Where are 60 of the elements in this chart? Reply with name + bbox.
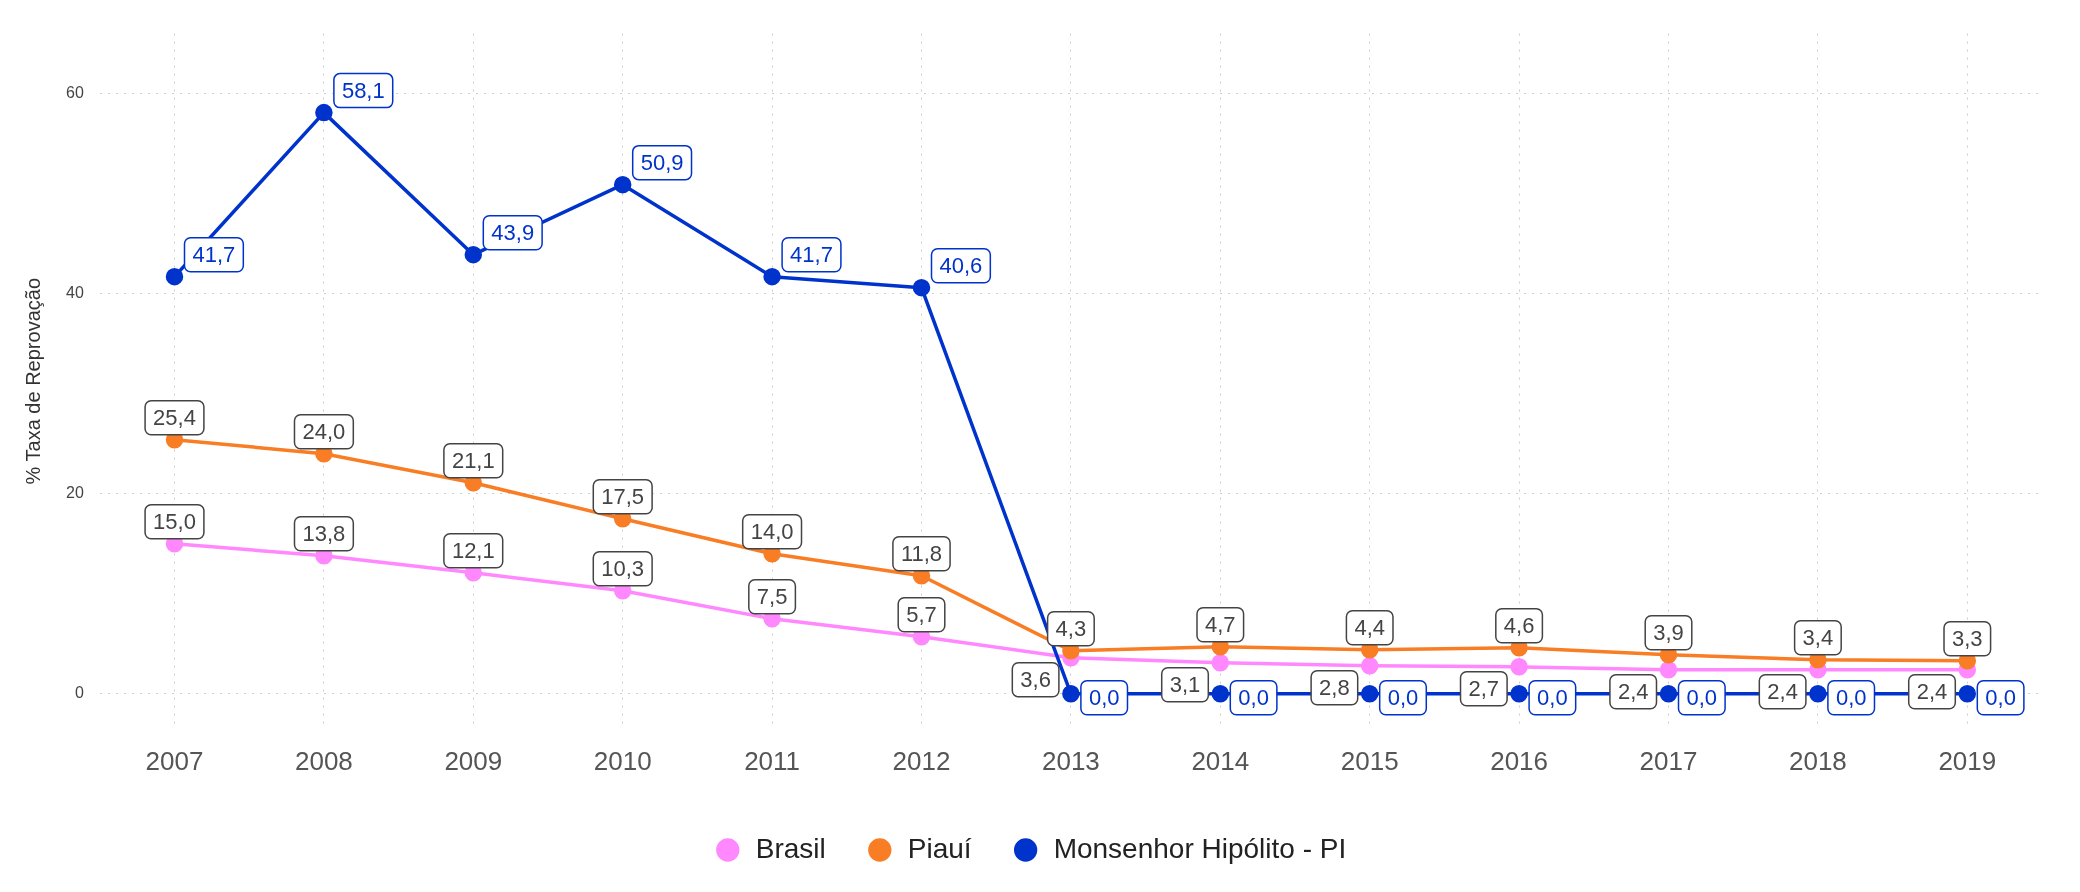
x-tick-label: 2010 <box>593 745 652 776</box>
data-label: 58,1 <box>341 77 385 103</box>
data-label: 17,5 <box>601 483 645 509</box>
x-tick-label: 2014 <box>1191 745 1250 776</box>
data-label: 2,4 <box>1916 678 1948 704</box>
data-label: 15,0 <box>153 508 196 534</box>
data-label: 0,0 <box>1985 684 2016 710</box>
y-tick-label: 20 <box>66 484 84 502</box>
data-label: 0,0 <box>1537 684 1568 710</box>
data-label: 0,0 <box>1387 684 1419 710</box>
legend-label: Brasil <box>755 832 826 864</box>
y-tick-label: 60 <box>66 84 84 102</box>
x-tick-label: 2013 <box>1041 745 1100 776</box>
data-label: 7,5 <box>756 583 788 609</box>
x-tick-label: 2015 <box>1340 745 1399 776</box>
data-label: 4,4 <box>1354 614 1385 640</box>
data-label: 10,3 <box>601 555 645 581</box>
data-label: 2,8 <box>1319 674 1350 700</box>
x-tick-label: 2009 <box>444 745 503 776</box>
data-label: 0,0 <box>1088 684 1120 710</box>
data-label: 25,4 <box>153 404 196 430</box>
data-label: 0,0 <box>1835 684 1867 710</box>
legend-label: Monsenhor Hipólito - PI <box>1053 832 1347 864</box>
data-label: 12,1 <box>451 537 495 563</box>
x-tick-label: 2008 <box>294 745 353 776</box>
data-label: 50,9 <box>640 149 684 175</box>
data-label: 4,3 <box>1055 615 1087 641</box>
data-label: 3,3 <box>1952 625 1983 651</box>
x-tick-label: 2012 <box>892 745 951 776</box>
data-label: 13,8 <box>302 520 346 546</box>
y-axis-title: % Taxa de Reprovação <box>21 277 44 485</box>
data-label: 24,0 <box>302 418 346 444</box>
data-label: 3,4 <box>1802 624 1834 650</box>
data-label: 41,7 <box>790 241 833 267</box>
data-label: 2,7 <box>1468 675 1500 701</box>
x-tick-label: 2016 <box>1490 745 1549 776</box>
data-label: 40,6 <box>939 252 983 278</box>
y-tick-label: 0 <box>74 684 84 702</box>
x-tick-label: 2019 <box>1938 745 1997 776</box>
data-label: 2,4 <box>1767 678 1798 704</box>
data-label: 2,4 <box>1617 678 1649 704</box>
data-label: 21,1 <box>451 447 495 473</box>
data-label: 41,7 <box>192 241 236 267</box>
x-tick-label: 2011 <box>744 745 801 776</box>
data-label: 5,7 <box>906 601 937 627</box>
data-label: 0,0 <box>1686 684 1718 710</box>
x-tick-label: 2018 <box>1788 745 1847 776</box>
data-label: 3,9 <box>1653 619 1684 645</box>
data-label: 4,7 <box>1205 611 1236 637</box>
data-label: 14,0 <box>750 518 794 544</box>
y-tick-label: 40 <box>66 284 84 302</box>
legend-label: Piauí <box>907 832 972 864</box>
data-label: 4,6 <box>1503 612 1535 638</box>
x-tick-label: 2017 <box>1639 745 1698 776</box>
data-label: 43,9 <box>491 219 535 245</box>
x-tick-label: 2007 <box>145 745 204 776</box>
data-label: 11,8 <box>900 540 943 566</box>
data-label: 3,1 <box>1169 671 1201 697</box>
data-label: 3,6 <box>1020 666 1051 692</box>
data-label: 0,0 <box>1238 684 1269 710</box>
